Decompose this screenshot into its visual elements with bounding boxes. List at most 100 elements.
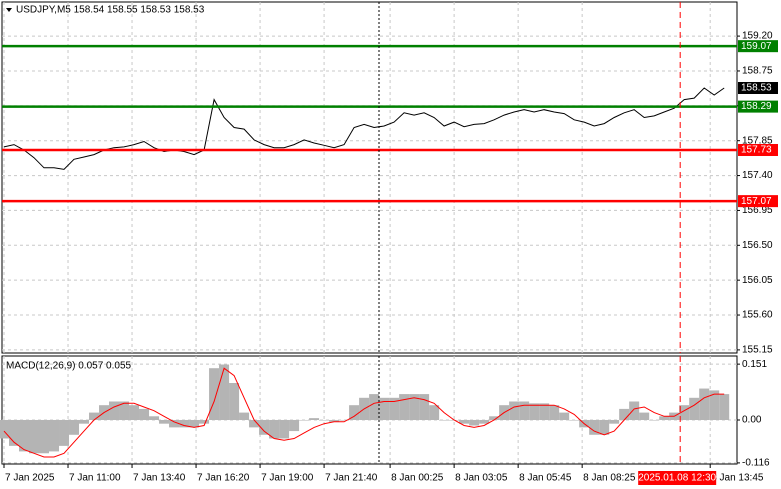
histogram-bar (629, 401, 640, 420)
histogram-bar (619, 408, 630, 420)
y-tick-label: 157.40 (742, 170, 773, 181)
x-tick-label: 8 Jan 00:25 (391, 473, 444, 484)
level-label: 157.07 (741, 196, 772, 207)
histogram-bar (229, 383, 240, 420)
collapse-icon (6, 8, 12, 12)
histogram-bar (389, 397, 400, 420)
x-tick-label: 7 Jan 2025 (5, 473, 55, 484)
histogram-bar (439, 419, 450, 421)
histogram-bar (459, 419, 470, 424)
histogram-bar (679, 405, 690, 420)
histogram-bar (199, 419, 210, 424)
x-tick-label: 8 Jan 08:25 (583, 473, 636, 484)
histogram-bar (719, 394, 730, 420)
histogram-bar (109, 401, 120, 420)
histogram-bar (539, 403, 550, 420)
histogram-bar (689, 397, 700, 420)
histogram-bar (279, 419, 290, 439)
histogram-bar (209, 368, 220, 420)
histogram-bar (369, 394, 380, 420)
histogram-bar (59, 419, 70, 446)
histogram-bar (309, 418, 320, 420)
histogram-bar (599, 419, 610, 435)
y-tick-label: 155.15 (742, 345, 773, 356)
histogram-bar (589, 419, 600, 435)
price-line (3, 87, 725, 170)
last-price-box (738, 82, 778, 95)
histogram-bar (509, 401, 520, 420)
histogram-bar (489, 416, 500, 420)
y-tick-label: 0.00 (742, 415, 762, 426)
histogram-bar (289, 419, 300, 432)
histogram-bar (259, 419, 270, 435)
y-tick-label: 157.85 (742, 135, 773, 146)
x-tick-label: 7 Jan 13:40 (133, 473, 186, 484)
histogram-bar (139, 408, 150, 420)
y-tick-label: 156.05 (742, 275, 773, 286)
histogram-bar (239, 412, 250, 420)
level-label: 158.29 (741, 101, 772, 112)
y-tick-label: -0.116 (742, 458, 770, 469)
level-label-box (738, 40, 778, 53)
histogram-bar (0, 419, 10, 439)
histogram-bar (29, 419, 40, 454)
level-label-box (738, 195, 778, 208)
y-tick-label: 156.50 (742, 240, 773, 251)
histogram-bar (399, 394, 410, 420)
histogram-bar (19, 419, 30, 452)
histogram-bar (479, 419, 490, 424)
time-marker-box (638, 471, 717, 485)
level-label-box (738, 100, 778, 113)
macd-title: MACD(12,26,9) 0.057 0.055 (6, 361, 132, 372)
histogram-bar (329, 419, 340, 422)
histogram-bar (419, 394, 430, 420)
x-tick-label: 8 Jan 13:45 (711, 473, 764, 484)
histogram-bar (519, 401, 530, 420)
histogram-bar (219, 364, 230, 420)
level-label: 157.73 (741, 145, 772, 156)
x-tick-label: 8 Jan 03:05 (455, 473, 508, 484)
histogram-bar (39, 419, 50, 454)
y-tick-label: 158.75 (742, 66, 773, 77)
histogram-bar (49, 419, 60, 452)
histogram-bar (569, 419, 580, 421)
histogram-bar (429, 405, 440, 420)
x-tick-label: 7 Jan 11:00 (69, 473, 121, 484)
histogram-bar (79, 419, 90, 424)
histogram-bar (659, 416, 670, 420)
histogram-bar (409, 394, 420, 420)
time-marker-label: 2025.01.08 12:30 (638, 473, 716, 484)
x-tick-label: 8 Jan 05:45 (519, 473, 572, 484)
y-tick-label: 0.151 (742, 359, 767, 370)
histogram-bar (179, 419, 190, 428)
x-tick-label: 7 Jan 21:40 (325, 473, 378, 484)
signal-line (3, 367, 725, 458)
y-tick-label: 159.20 (742, 31, 773, 42)
histogram-bar (189, 419, 200, 428)
last-price-label: 158.53 (741, 83, 772, 94)
histogram-bar (269, 419, 280, 439)
histogram-bar (349, 405, 360, 420)
histogram-bar (149, 416, 160, 420)
histogram-bar (379, 397, 390, 420)
level-label: 159.07 (741, 41, 772, 52)
main-panel (1, 1, 738, 354)
histogram-bar (9, 419, 20, 446)
histogram-bar (119, 401, 130, 420)
histogram-bar (609, 419, 620, 424)
x-tick-label: 7 Jan 16:20 (197, 473, 250, 484)
level-label-box (738, 143, 778, 156)
histogram-bar (89, 412, 100, 420)
y-tick-label: 156.95 (742, 205, 773, 216)
chart-title: USDJPY,M5 158.54 158.55 158.53 158.53 (16, 5, 205, 16)
histogram-bar (709, 390, 720, 420)
histogram-bar (559, 412, 570, 420)
histogram-bar (549, 405, 560, 420)
histogram-bar (469, 419, 480, 426)
histogram-bar (299, 419, 310, 421)
histogram-bar (159, 419, 170, 424)
histogram-bar (249, 419, 260, 428)
